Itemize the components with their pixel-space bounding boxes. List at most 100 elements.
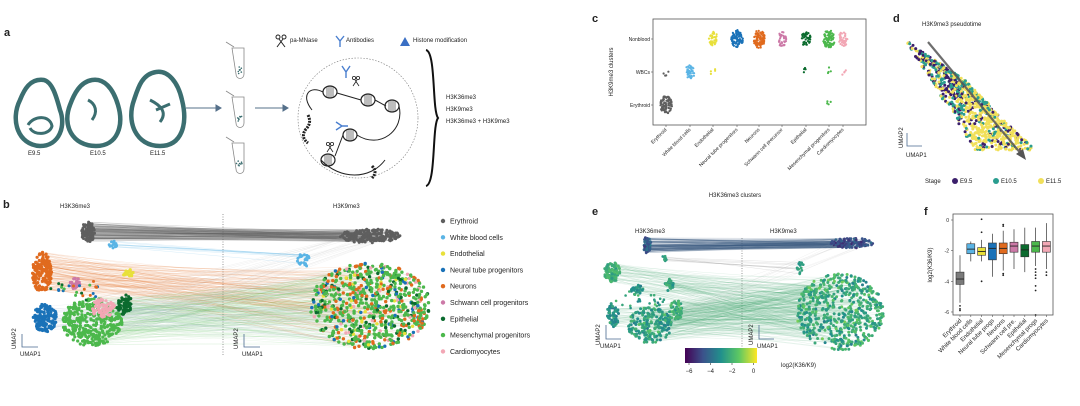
scatter-point xyxy=(978,133,981,137)
link-line xyxy=(88,221,352,237)
scissors-icon xyxy=(329,141,334,146)
scatter-point xyxy=(949,74,953,78)
link-line xyxy=(39,254,356,301)
scatter-point xyxy=(643,240,647,244)
link-line xyxy=(91,286,335,335)
scatter-point xyxy=(373,268,378,272)
y-axis-label: UMAP2 xyxy=(899,127,905,148)
link-line xyxy=(642,290,810,337)
scatter-point xyxy=(667,102,670,105)
scatter-point xyxy=(914,55,917,58)
link-line xyxy=(41,264,361,331)
link-line xyxy=(91,230,369,237)
scatter-point xyxy=(970,87,974,91)
embryo-e9-5-icon xyxy=(13,77,65,149)
scatter-point xyxy=(75,307,79,311)
scatter-point xyxy=(754,32,758,35)
scatter-point xyxy=(88,303,92,307)
scatter-point xyxy=(629,315,633,319)
scatter-point xyxy=(73,335,77,339)
link-line xyxy=(50,265,336,328)
cell-dot xyxy=(235,162,238,165)
scissors-icon xyxy=(325,141,330,146)
scatter-point xyxy=(802,43,805,46)
scatter-point xyxy=(363,305,367,310)
link-line xyxy=(92,266,356,308)
scatter-point xyxy=(39,273,43,278)
link-line xyxy=(94,274,357,316)
scatter-point xyxy=(375,290,379,295)
link-line xyxy=(99,289,402,340)
link-line xyxy=(635,279,831,336)
link-line xyxy=(611,264,832,334)
scatter-point xyxy=(124,297,128,301)
link-line xyxy=(92,238,374,241)
legend-label: E9.5 xyxy=(960,179,973,185)
scatter-point xyxy=(88,283,92,287)
cell-dot xyxy=(239,163,242,165)
scatter-point xyxy=(349,333,353,337)
link-line xyxy=(35,270,358,272)
link-line xyxy=(664,313,849,330)
scatter-point xyxy=(396,337,400,341)
link-line xyxy=(89,237,372,241)
link-line xyxy=(107,326,336,333)
scatter-point xyxy=(402,313,407,317)
link-line xyxy=(661,240,849,328)
arrow-icon xyxy=(186,104,289,112)
scatter-point xyxy=(972,125,976,129)
link-line xyxy=(639,318,817,339)
link-line xyxy=(644,241,834,246)
scatter-point xyxy=(378,289,382,293)
scatter-point xyxy=(327,300,332,304)
scatter-point xyxy=(334,274,339,279)
link-line xyxy=(654,291,811,325)
scatter-point xyxy=(933,77,937,81)
scatter-point xyxy=(981,128,985,132)
scatter-point xyxy=(823,38,826,41)
scatter-point xyxy=(416,329,420,333)
scatter-point xyxy=(353,299,358,303)
scatter-point xyxy=(338,235,342,239)
link-line xyxy=(646,244,845,250)
scatter-point xyxy=(756,32,759,35)
scatter-point xyxy=(955,99,959,103)
scatter-point xyxy=(343,310,347,314)
scatter-point xyxy=(390,234,394,238)
scatter-point xyxy=(73,329,77,333)
link-line xyxy=(642,288,823,339)
scatter-point xyxy=(658,316,662,320)
scatter-point xyxy=(359,310,363,315)
scatter-point xyxy=(985,119,989,123)
scatter-point xyxy=(385,287,390,291)
link-line xyxy=(660,300,818,310)
link-line xyxy=(653,300,818,335)
scatter-point xyxy=(653,308,657,312)
scatter-point xyxy=(408,333,412,337)
scatter-point xyxy=(330,314,334,319)
scatter-point xyxy=(371,341,375,345)
link-line xyxy=(678,286,821,306)
scatter-point xyxy=(122,301,126,305)
scatter-point xyxy=(32,264,36,268)
link-line xyxy=(38,287,361,337)
link-line xyxy=(611,305,828,315)
link-line xyxy=(647,240,864,249)
scatter-point xyxy=(993,115,997,119)
link-line xyxy=(115,244,305,255)
link-line xyxy=(649,247,843,249)
link-line xyxy=(85,224,369,236)
scatter-point xyxy=(1004,121,1008,125)
link-line xyxy=(665,309,807,326)
scatter-point xyxy=(668,110,671,113)
link-line xyxy=(85,299,341,316)
link-line xyxy=(649,296,822,340)
scatter-point xyxy=(639,284,643,288)
y-tick-label: Erythroid xyxy=(630,103,650,109)
link-line xyxy=(99,332,337,339)
link-line xyxy=(91,227,363,231)
target-label: H3K36me3 + H3K9me3 xyxy=(446,119,510,125)
scatter-point xyxy=(328,288,332,292)
link-line xyxy=(124,311,349,318)
link-line xyxy=(672,296,837,308)
